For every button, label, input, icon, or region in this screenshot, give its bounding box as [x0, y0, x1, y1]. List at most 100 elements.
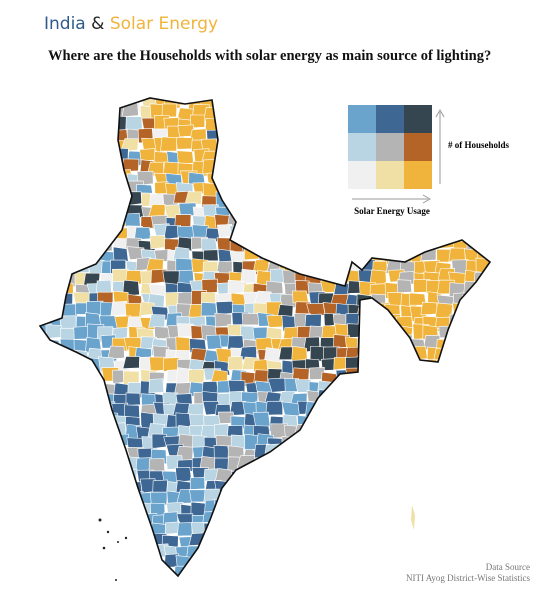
district	[343, 248, 359, 264]
district	[73, 402, 92, 417]
district	[239, 127, 257, 142]
district	[398, 522, 415, 538]
district	[50, 532, 69, 549]
district	[475, 316, 490, 332]
district	[491, 415, 507, 430]
district	[492, 217, 509, 230]
district	[400, 480, 420, 493]
district	[84, 502, 102, 519]
district	[124, 579, 142, 594]
district	[267, 556, 286, 571]
district	[297, 449, 315, 466]
district	[70, 248, 87, 265]
district	[42, 338, 60, 355]
district	[278, 444, 296, 458]
district	[422, 392, 438, 408]
district	[219, 491, 236, 507]
district	[74, 204, 91, 218]
district	[385, 415, 404, 431]
district	[46, 427, 63, 443]
district	[435, 445, 452, 460]
district	[295, 98, 313, 109]
district	[473, 502, 490, 518]
district	[215, 158, 233, 171]
district	[370, 346, 388, 361]
district	[266, 578, 282, 595]
district	[243, 545, 260, 563]
district	[97, 147, 116, 161]
district	[47, 106, 66, 121]
district	[401, 370, 420, 387]
district	[465, 392, 484, 410]
district	[70, 569, 88, 576]
district	[283, 117, 299, 132]
district	[86, 136, 103, 153]
district	[48, 116, 65, 132]
district	[329, 414, 348, 432]
district	[125, 191, 143, 206]
district	[360, 422, 380, 439]
district	[359, 369, 378, 384]
district	[152, 479, 168, 493]
district	[437, 392, 454, 410]
district	[99, 437, 118, 451]
district	[372, 554, 389, 569]
district	[332, 382, 351, 397]
district	[242, 148, 260, 166]
district	[215, 543, 233, 559]
district	[447, 478, 464, 497]
district	[255, 459, 273, 474]
district	[148, 378, 165, 394]
district	[486, 422, 490, 439]
district	[176, 150, 194, 165]
district	[230, 499, 249, 514]
district	[474, 456, 490, 474]
district	[47, 521, 64, 537]
district	[44, 400, 61, 416]
district	[331, 214, 350, 229]
district	[488, 279, 490, 295]
district	[433, 358, 452, 372]
district	[334, 98, 351, 105]
district	[305, 193, 323, 209]
district	[357, 228, 376, 245]
district	[252, 137, 272, 155]
district	[461, 169, 480, 186]
district	[58, 349, 75, 366]
district	[230, 182, 249, 197]
district	[384, 237, 402, 254]
district	[230, 115, 247, 129]
district	[266, 119, 284, 133]
district	[434, 369, 452, 386]
district	[49, 249, 66, 263]
district	[60, 181, 79, 200]
district	[306, 228, 323, 245]
district	[62, 411, 79, 426]
district	[317, 127, 335, 143]
district	[267, 488, 283, 502]
district	[488, 268, 490, 283]
district	[437, 116, 458, 133]
district	[266, 172, 283, 186]
district	[425, 437, 442, 451]
district	[40, 147, 53, 162]
district	[239, 512, 256, 527]
district	[309, 467, 326, 481]
district	[360, 545, 378, 559]
district	[358, 358, 377, 373]
district	[279, 578, 294, 593]
district	[345, 238, 362, 256]
district	[411, 490, 429, 506]
district	[101, 489, 119, 507]
district	[75, 459, 93, 474]
district	[451, 490, 469, 506]
district	[99, 170, 118, 184]
district	[465, 403, 483, 418]
district	[40, 481, 50, 495]
district	[99, 523, 117, 537]
district	[40, 161, 50, 176]
district	[40, 569, 51, 576]
district	[82, 469, 99, 483]
district	[213, 444, 230, 459]
district	[492, 118, 508, 132]
